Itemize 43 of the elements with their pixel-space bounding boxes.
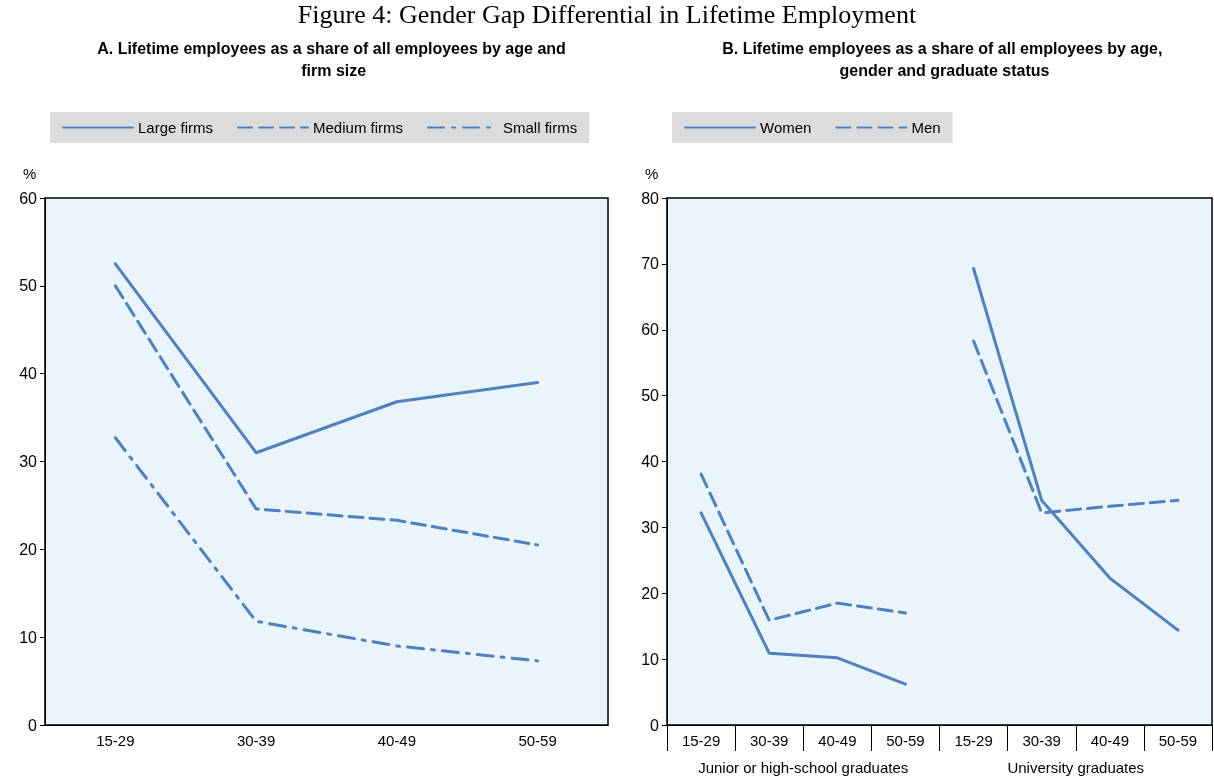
legend-label: Small firms [503,119,578,136]
x-tick-label: 15-29 [954,732,993,749]
y-tick-label: 10 [641,650,660,668]
legend-label: Medium firms [313,119,404,136]
y-tick-label: 30 [19,453,38,470]
x-tick-label: 15-29 [96,732,135,749]
line-series [113,284,540,547]
x-tick-label: 40-49 [1090,732,1129,749]
y-tick-label: 80 [641,189,660,207]
chart-subtitle: A. Lifetime employees as a share of all employees by age and firm size [97,39,566,79]
legend-label: Men [911,119,941,136]
x-tick-label: 50-59 [1158,732,1198,749]
legend-label: Large firms [138,119,214,136]
y-tick-label: 70 [641,255,660,273]
x-tick-label: 40-49 [818,732,857,749]
x-tick-label: 15-29 [681,732,721,749]
y-tick-label: 0 [650,716,660,734]
y-tick-label: 20 [19,540,38,558]
y-axis-title: % [23,165,37,182]
legend-label: Women [760,119,812,136]
y-tick-label: 0 [28,716,38,734]
x-tick-label: 30-39 [1022,732,1061,749]
y-tick-label: 40 [19,365,38,383]
y-tick-label: 50 [641,387,660,405]
text: University graduates [1007,759,1145,776]
x-tick-label: 30-39 [236,732,276,749]
x-tick-label: 50-59 [886,732,925,749]
line-series [113,262,540,455]
y-tick-label: 60 [641,321,660,339]
text: Junior or high-school graduates [698,759,909,776]
line-series [113,436,540,663]
chart-subtitle: B. Lifetime employees as a share of all employees by age, gender and graduate status [722,39,1167,79]
y-tick-label: 20 [641,584,660,602]
y-tick-label: 10 [19,628,38,646]
x-tick-label: 50-59 [518,732,557,749]
y-tick-label: 40 [641,453,660,470]
y-tick-label: 30 [641,518,660,536]
chart-title: Figure 4: Gender Gap Differential in Lifetime Employment [296,0,918,31]
y-tick-label: 60 [19,189,38,207]
y-axis-title: % [645,165,659,182]
x-tick-label: 30-39 [750,732,789,749]
x-tick-label: 40-49 [377,732,417,749]
y-tick-label: 50 [19,277,38,295]
